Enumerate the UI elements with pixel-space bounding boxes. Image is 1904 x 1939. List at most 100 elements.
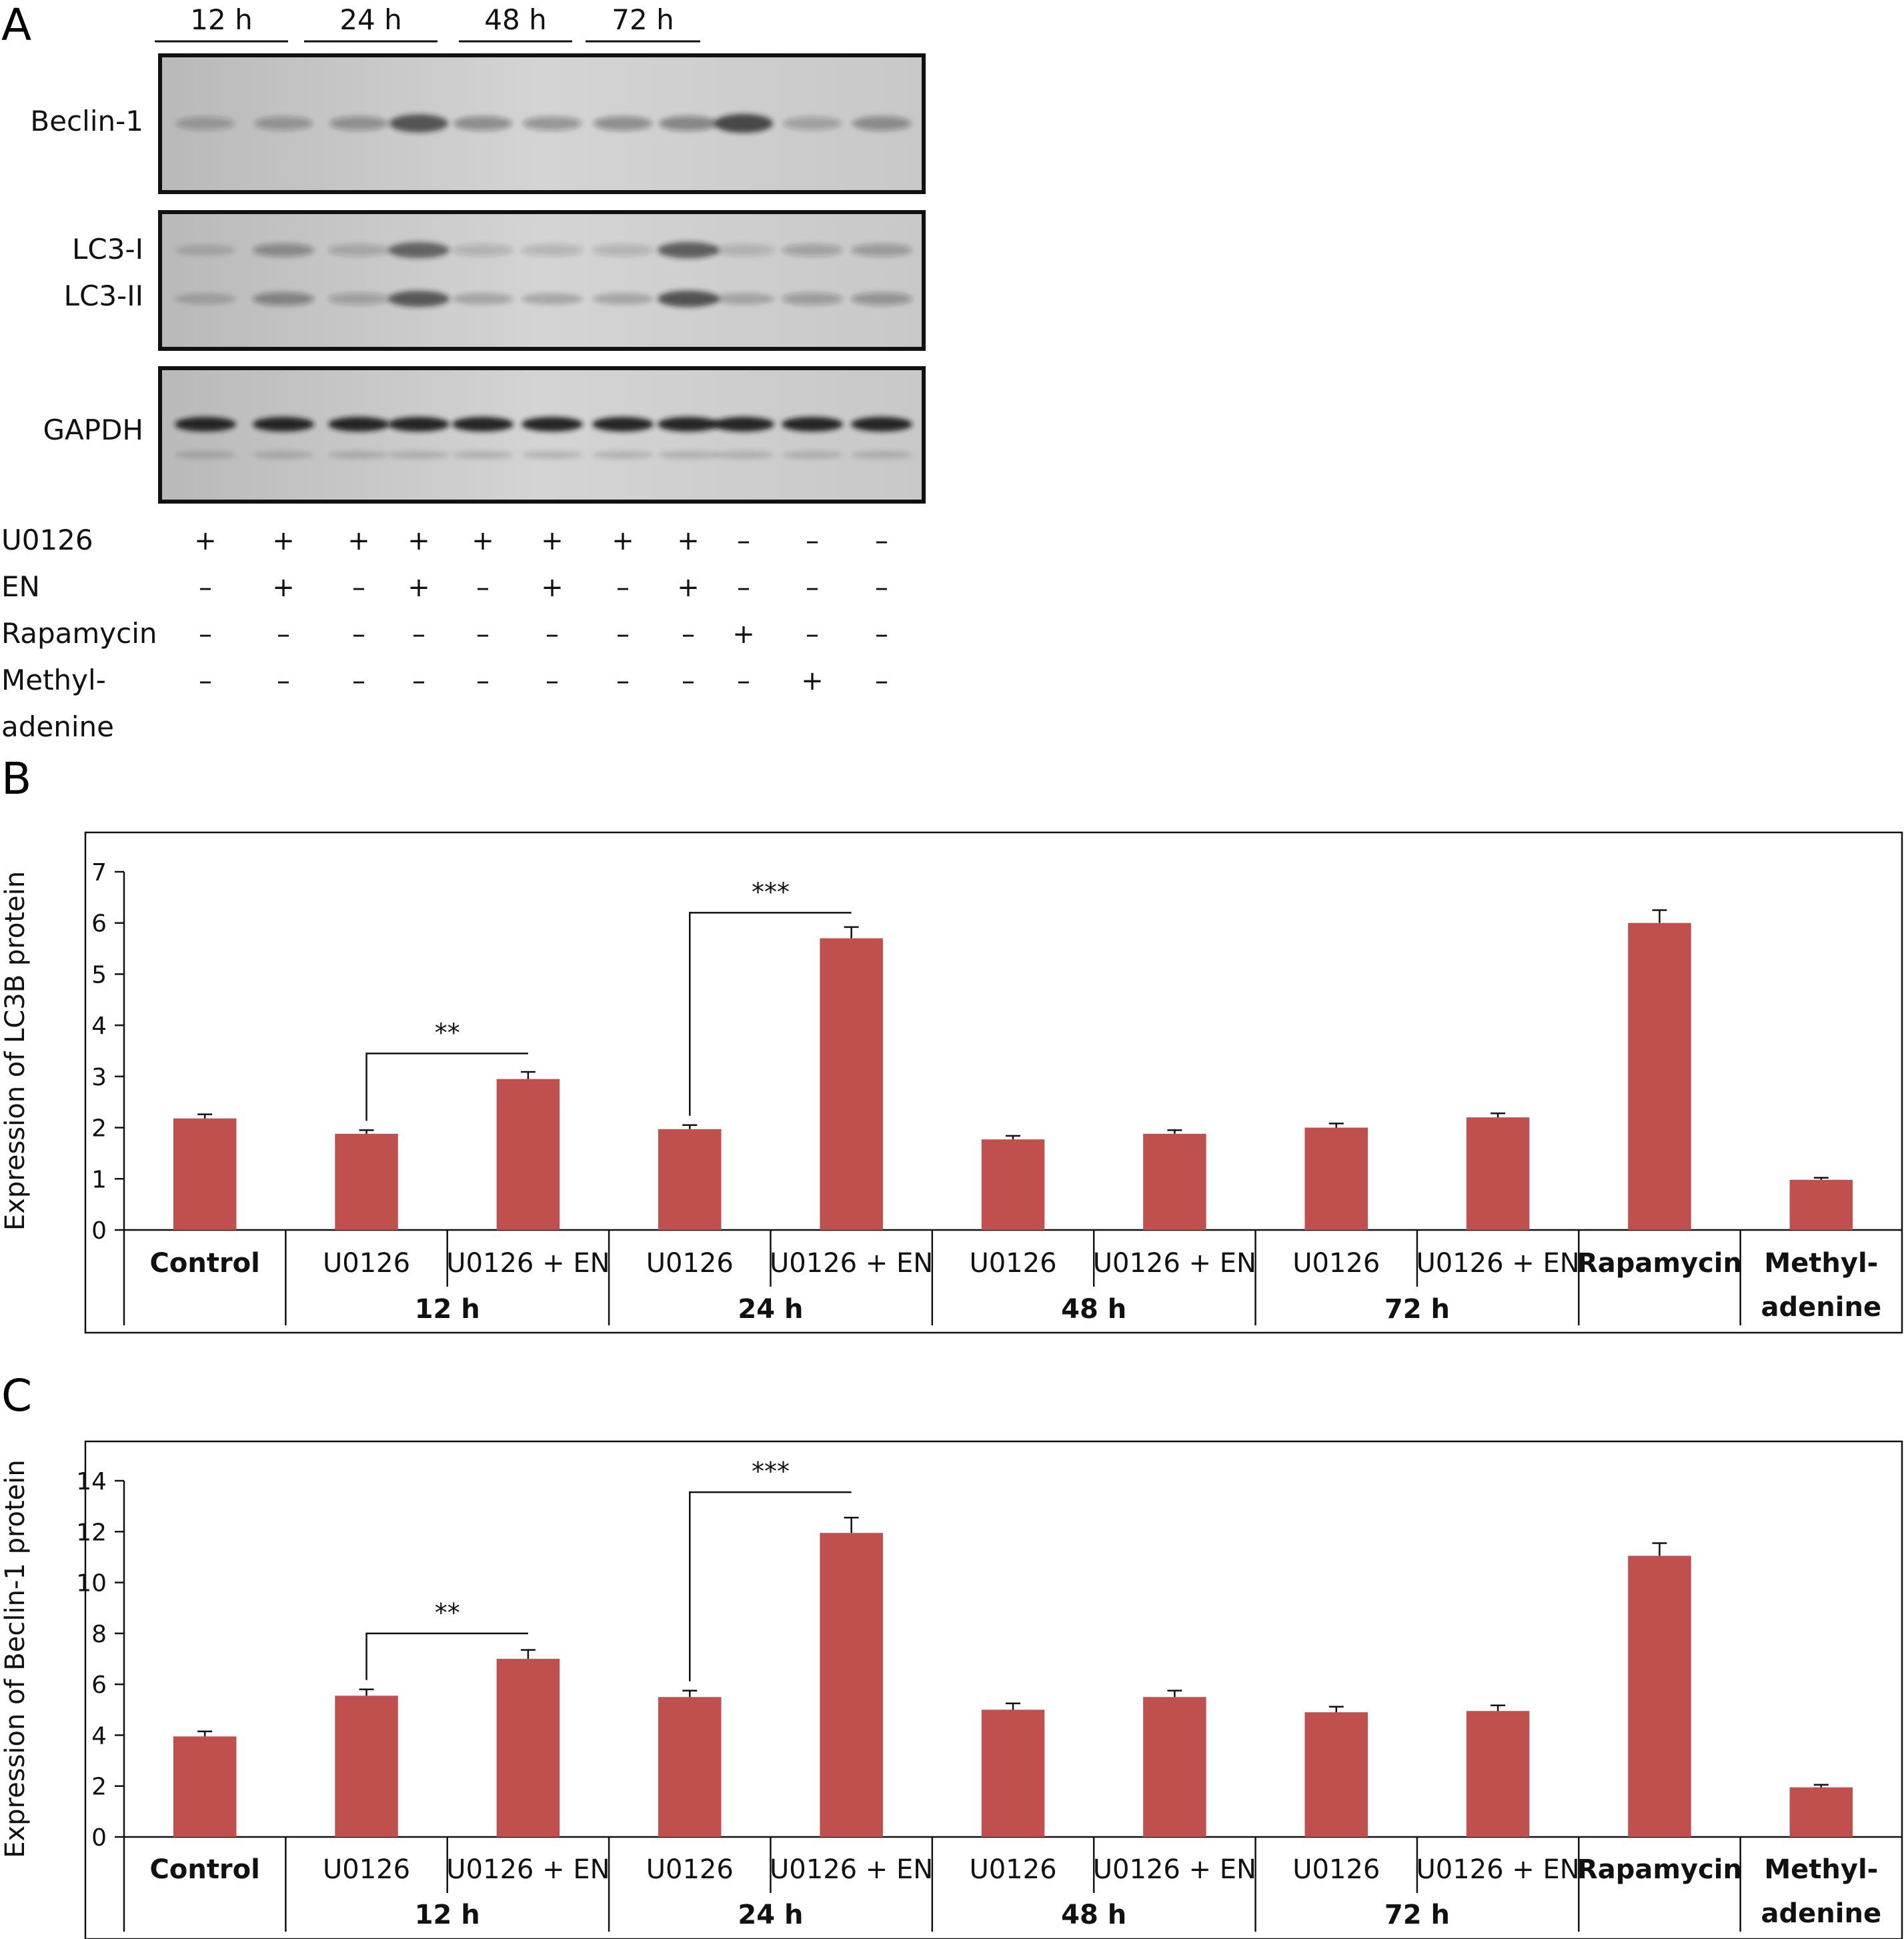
bar [335, 1696, 398, 1837]
gapdh-band [328, 417, 389, 432]
treatment-sign: – [546, 666, 559, 696]
beclin1-band [254, 116, 313, 131]
treatment-sign: – [875, 619, 888, 650]
treatment-sign: + [194, 526, 217, 556]
treatment-sign: – [616, 666, 630, 696]
beclin1-band [389, 114, 448, 133]
blot-label: LC3-II [64, 279, 143, 312]
category-label: Rapamycin [1577, 1248, 1742, 1279]
treatment-sign: – [352, 666, 365, 696]
y-axis-title: Expression of Beclin-1 protein [0, 1459, 31, 1858]
gapdh-faint-band [452, 451, 514, 459]
treatment-sign: + [347, 526, 370, 556]
time-group-label: 48 h [484, 3, 546, 36]
panel-c-letter: C [1, 1370, 32, 1421]
blot-label: Beclin-1 [30, 105, 143, 137]
significance-label: ** [435, 1598, 460, 1628]
treatment-sign: – [199, 666, 212, 696]
treatment-sign: – [199, 572, 212, 603]
bar [820, 938, 883, 1230]
treatment-label: U0126 [1, 524, 93, 556]
bar [1628, 1555, 1691, 1837]
lc3-i-band [851, 243, 912, 257]
treatment-label: Methyl- [1, 664, 106, 696]
treatment-sign: – [737, 666, 750, 696]
treatment-label: adenine [1, 710, 114, 743]
category-label: U0126 + EN [1093, 1248, 1256, 1279]
treatment-sign: – [806, 619, 819, 650]
lc3-ii-band [851, 292, 912, 305]
beclin1-band [852, 116, 911, 131]
category-label: U0126 + EN [1416, 1854, 1579, 1885]
bar [658, 1129, 722, 1230]
bar [658, 1697, 722, 1837]
treatment-sign: – [616, 619, 630, 650]
lc3-ii-band [175, 293, 236, 305]
bar [173, 1118, 237, 1230]
bar [1628, 922, 1691, 1230]
blot-membrane [158, 210, 926, 351]
category-label: U0126 + EN [446, 1854, 610, 1885]
category-label: U0126 + EN [446, 1248, 610, 1279]
group-label: 24 h [738, 1900, 803, 1930]
category-label: U0126 [646, 1854, 734, 1885]
treatment-sign: – [737, 526, 750, 556]
treatment-sign: + [407, 526, 430, 556]
category-label: U0126 [969, 1854, 1056, 1885]
significance-bracket [365, 1053, 528, 1121]
category-label: Control [150, 1854, 260, 1885]
gapdh-faint-band [782, 451, 843, 459]
treatment-sign: + [677, 572, 700, 603]
category-label: Methyl- [1764, 1248, 1878, 1279]
significance-bracket [689, 1491, 852, 1682]
y-tick-label: 10 [76, 1570, 107, 1597]
lc3-i-band [522, 244, 583, 256]
treatment-sign: – [806, 526, 819, 556]
lc3-i-band [388, 242, 449, 258]
beclin1-band [523, 116, 582, 131]
beclin1-band [783, 117, 842, 130]
treatment-sign: – [546, 619, 559, 650]
gapdh-band [175, 417, 236, 432]
treatment-sign: + [541, 526, 564, 556]
panel-b: B 0 1 2 3 4 5 6 7 Expression of LC3B protein ** **… [0, 754, 1904, 1341]
y-axis-title: Expression of LC3B protein [0, 871, 31, 1231]
lc3-ii-band [658, 290, 719, 307]
panel-a-letter: A [1, 0, 31, 51]
lc3-ii-band [388, 291, 449, 307]
treatment-sign: – [737, 572, 750, 603]
y-tick-label: 2 [91, 1115, 107, 1143]
treatment-sign: – [412, 666, 425, 696]
treatment-sign: – [476, 619, 490, 650]
lc3-i-band [592, 244, 654, 256]
lc3-i-band [328, 244, 389, 256]
group-label: 48 h [1061, 1900, 1126, 1930]
panel-b-letter: B [1, 754, 31, 804]
time-group-label: 24 h [339, 3, 401, 36]
blot-label: LC3-I [72, 233, 143, 265]
treatment-sign: – [277, 619, 290, 650]
treatment-sign: – [875, 526, 888, 556]
bar [1304, 1712, 1368, 1837]
y-tick-label: 12 [76, 1519, 107, 1546]
panel-c: C 0 2 4 6 8 10 12 14 Expression of Beclin-1 prot… [0, 1357, 1904, 1939]
y-tick-label: 14 [76, 1468, 107, 1495]
y-tick-label: 7 [91, 859, 107, 886]
gapdh-faint-band [713, 451, 774, 459]
treatment-sign: – [412, 619, 425, 650]
significance-label: *** [752, 1457, 790, 1486]
treatment-sign: + [272, 526, 295, 556]
gapdh-band [782, 417, 843, 432]
beclin1-band [176, 117, 235, 130]
gapdh-band [658, 417, 719, 432]
treatment-label: Rapamycin [1, 617, 157, 650]
group-label: 72 h [1384, 1900, 1450, 1930]
chart-frame [84, 1440, 1903, 1939]
treatment-sign: – [875, 572, 888, 603]
treatment-sign: – [199, 619, 212, 650]
y-tick-label: 8 [91, 1621, 107, 1648]
group-label: 12 h [415, 1294, 480, 1325]
beclin1-band [594, 116, 652, 131]
blot-group: 12 h 24 h 48 h 72 h Beclin-1 LC3-I LC3-II GAPDH… [1, 3, 926, 743]
gapdh-faint-band [658, 451, 719, 459]
